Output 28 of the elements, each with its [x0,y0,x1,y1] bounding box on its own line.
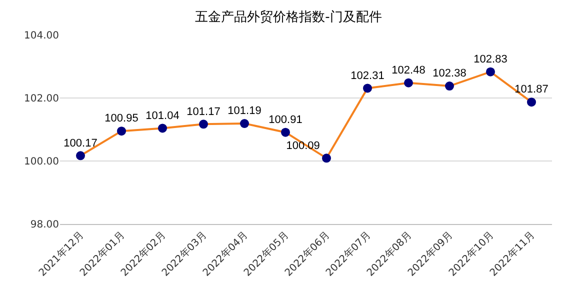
point [322,154,331,163]
point [158,124,167,133]
data-label: 102.48 [392,64,426,77]
data-label: 100.95 [104,112,138,125]
point [240,119,249,128]
chart-title: 五金产品外贸价格指数-门及配件 [195,8,382,25]
y-tick-label: 102.00 [24,94,59,104]
data-label: 101.87 [514,84,548,96]
data-label: 101.19 [228,105,262,118]
point [445,82,454,91]
point [199,120,208,129]
data-label: 101.04 [146,110,180,122]
point [527,98,536,107]
point [117,126,126,136]
data-label: 100.17 [64,137,98,150]
data-label: 100.91 [268,114,302,126]
point [76,151,85,160]
data-label: 102.31 [350,70,384,82]
point [281,128,290,137]
point [363,84,372,93]
data-label: 102.38 [432,68,466,80]
y-tick-label: 98.00 [30,220,59,230]
y-tick-label: 104.00 [24,30,59,42]
data-label: 102.83 [474,53,508,66]
y-tick-label: 100.00 [24,156,59,168]
point [404,78,413,88]
data-label: 101.17 [186,106,220,118]
point [486,67,495,76]
